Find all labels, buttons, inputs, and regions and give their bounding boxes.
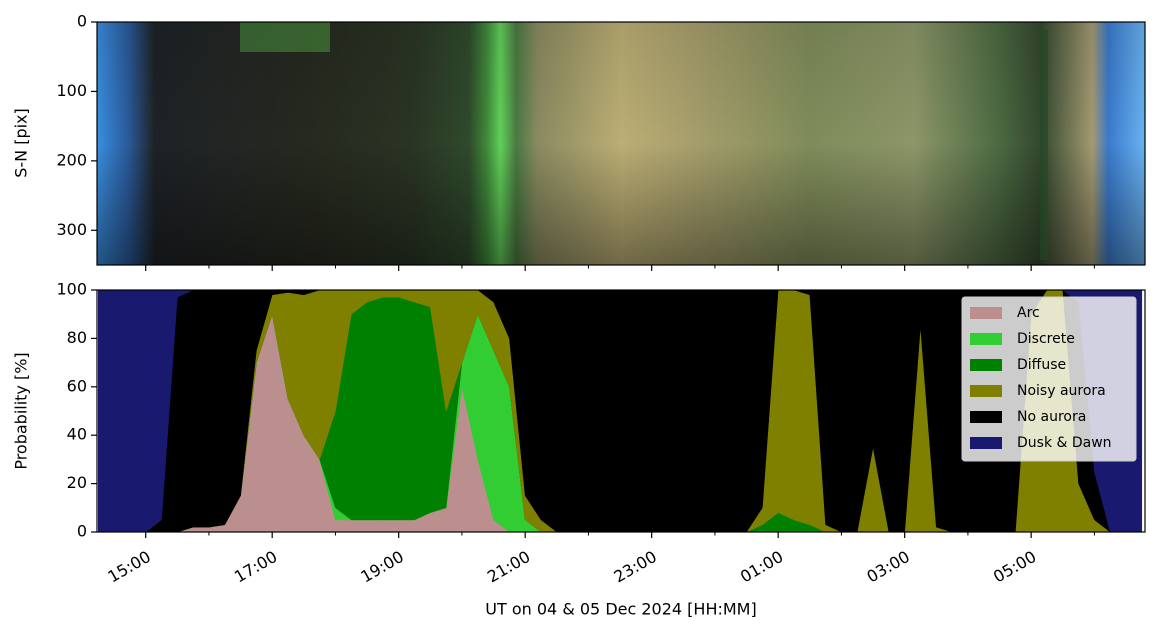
y-tick-label: 100 <box>56 81 87 100</box>
legend-label: Discrete <box>1017 331 1075 347</box>
legend-label: Noisy aurora <box>1017 383 1106 399</box>
legend-swatch <box>970 333 1002 345</box>
x-tick-label: 17:00 <box>231 547 280 587</box>
x-tick-label: 19:00 <box>358 547 407 587</box>
legend-label: No aurora <box>1017 409 1086 425</box>
legend-swatch <box>970 437 1002 449</box>
legend-label: Diffuse <box>1017 357 1066 373</box>
y-tick-label: 100 <box>56 280 87 299</box>
y-tick-label: 20 <box>67 473 87 492</box>
x-tick-label: 15:00 <box>105 547 154 587</box>
legend-label: Arc <box>1017 305 1040 321</box>
y-tick-label: 40 <box>67 425 87 444</box>
y-tick-label: 0 <box>77 12 87 31</box>
legend-swatch <box>970 385 1002 397</box>
x-tick-label: 05:00 <box>990 547 1039 587</box>
y-tick-label: 0 <box>77 522 87 541</box>
axes-frame <box>96 289 1146 533</box>
y-tick-label: 200 <box>56 150 87 169</box>
axes-frame <box>96 21 1146 266</box>
x-tick-label: 21:00 <box>484 547 533 587</box>
legend-swatch <box>970 359 1002 371</box>
keogram-image <box>97 22 1145 265</box>
x-tick-label: 23:00 <box>610 547 659 587</box>
x-axis-label: UT on 04 & 05 Dec 2024 [HH:MM] <box>485 600 756 619</box>
legend-label: Dusk & Dawn <box>1017 435 1112 451</box>
y-axis-label: Probability [%] <box>12 352 31 469</box>
x-tick-label: 03:00 <box>863 547 912 587</box>
y-tick-label: 300 <box>56 220 87 239</box>
y-tick-label: 60 <box>67 376 87 395</box>
x-tick-label: 01:00 <box>737 547 786 587</box>
y-axis-label: S-N [pix] <box>12 108 31 178</box>
legend-swatch <box>970 307 1002 319</box>
legend-box <box>961 296 1137 462</box>
y-tick-label: 80 <box>67 328 87 347</box>
legend-swatch <box>970 411 1002 423</box>
